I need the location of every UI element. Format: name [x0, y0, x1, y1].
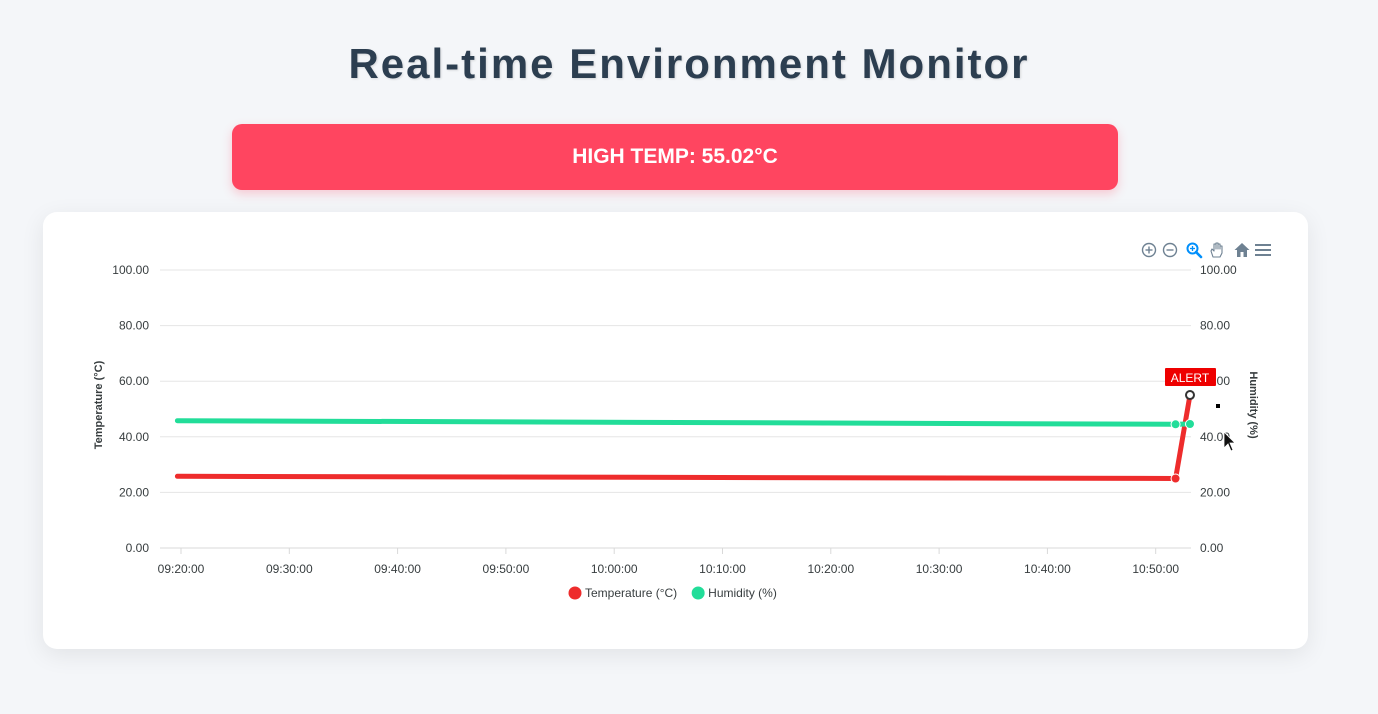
- x-axis: 09:20:00 09:30:00 09:40:00 09:50:00 10:00:00…: [158, 547, 1191, 576]
- reset-home-icon[interactable]: [1234, 243, 1250, 257]
- pan-icon[interactable]: [1210, 242, 1223, 258]
- series-group: [174, 390, 1195, 484]
- x-tick-label: 10:20:00: [807, 562, 854, 576]
- alert-text: HIGH TEMP: 55.02°C: [572, 145, 778, 168]
- y-tick-label-right: 100.00: [1200, 263, 1237, 277]
- y-tick-label-left: 20.00: [119, 485, 149, 499]
- y-tick-label-left: 40.00: [119, 430, 149, 444]
- y-axis-title-right: Humidity (%): [1247, 371, 1259, 439]
- x-tick-label: 10:30:00: [916, 562, 963, 576]
- y-axis-title-left: Temperature (°C): [93, 360, 105, 449]
- alert-annotation: ALERT: [1164, 368, 1216, 387]
- hover-marker: [1216, 404, 1220, 408]
- high-temp-alert-banner: HIGH TEMP: 55.02°C: [232, 124, 1118, 190]
- chart-card: 0.00 20.00 40.00 60.00 80.00 100.00 0.00 20.00…: [43, 212, 1308, 649]
- x-tick-label: 10:10:00: [699, 562, 746, 576]
- legend-marker[interactable]: [568, 586, 582, 600]
- y-axis-left: 0.00 20.00 40.00 60.00 80.00 100.00: [112, 263, 149, 555]
- y-tick-label-right: 80.00: [1200, 319, 1230, 333]
- menu-icon[interactable]: [1255, 244, 1271, 256]
- x-tick-label: 09:20:00: [158, 562, 205, 576]
- line-chart[interactable]: 0.00 20.00 40.00 60.00 80.00 100.00 0.00 20.00…: [43, 212, 1308, 649]
- legend-label[interactable]: Temperature (°C): [585, 586, 677, 600]
- grid: [160, 269, 1191, 549]
- x-tick-label: 09:40:00: [374, 562, 421, 576]
- y-tick-label-left: 100.00: [112, 263, 149, 277]
- x-tick-label: 10:50:00: [1132, 562, 1179, 576]
- data-point[interactable]: [1184, 419, 1195, 430]
- zoom-in-icon[interactable]: [1141, 242, 1157, 258]
- x-tick-label: 09:30:00: [266, 562, 313, 576]
- x-tick-label: 10:40:00: [1024, 562, 1071, 576]
- alert-label: ALERT: [1171, 371, 1210, 385]
- chart-toolbar: [1141, 242, 1271, 259]
- alert-label-box: [1164, 368, 1216, 387]
- x-tick-label: 10:00:00: [591, 562, 638, 576]
- data-point[interactable]: [1170, 473, 1181, 484]
- legend-marker[interactable]: [691, 586, 705, 600]
- y-tick-label-right: 20.00: [1200, 485, 1230, 499]
- y-tick-label-right: 40.00: [1200, 430, 1230, 444]
- mouse-cursor-icon: [1223, 431, 1236, 452]
- zoom-out-icon[interactable]: [1162, 242, 1178, 258]
- x-tick-label: 09:50:00: [483, 562, 530, 576]
- y-tick-label-left: 80.00: [119, 319, 149, 333]
- series-line: [174, 418, 1193, 427]
- legend-label[interactable]: Humidity (%): [708, 586, 777, 600]
- data-point[interactable]: [1184, 390, 1195, 401]
- y-tick-label-right: 0.00: [1200, 541, 1224, 555]
- selection-zoom-icon[interactable]: [1186, 242, 1203, 259]
- legend: Temperature (°C) Humidity (%): [568, 586, 777, 600]
- data-point[interactable]: [1170, 419, 1181, 430]
- page-title: Real-time Environment Monitor: [348, 40, 1030, 87]
- y-tick-label-left: 0.00: [126, 541, 150, 555]
- y-tick-label-left: 60.00: [119, 374, 149, 388]
